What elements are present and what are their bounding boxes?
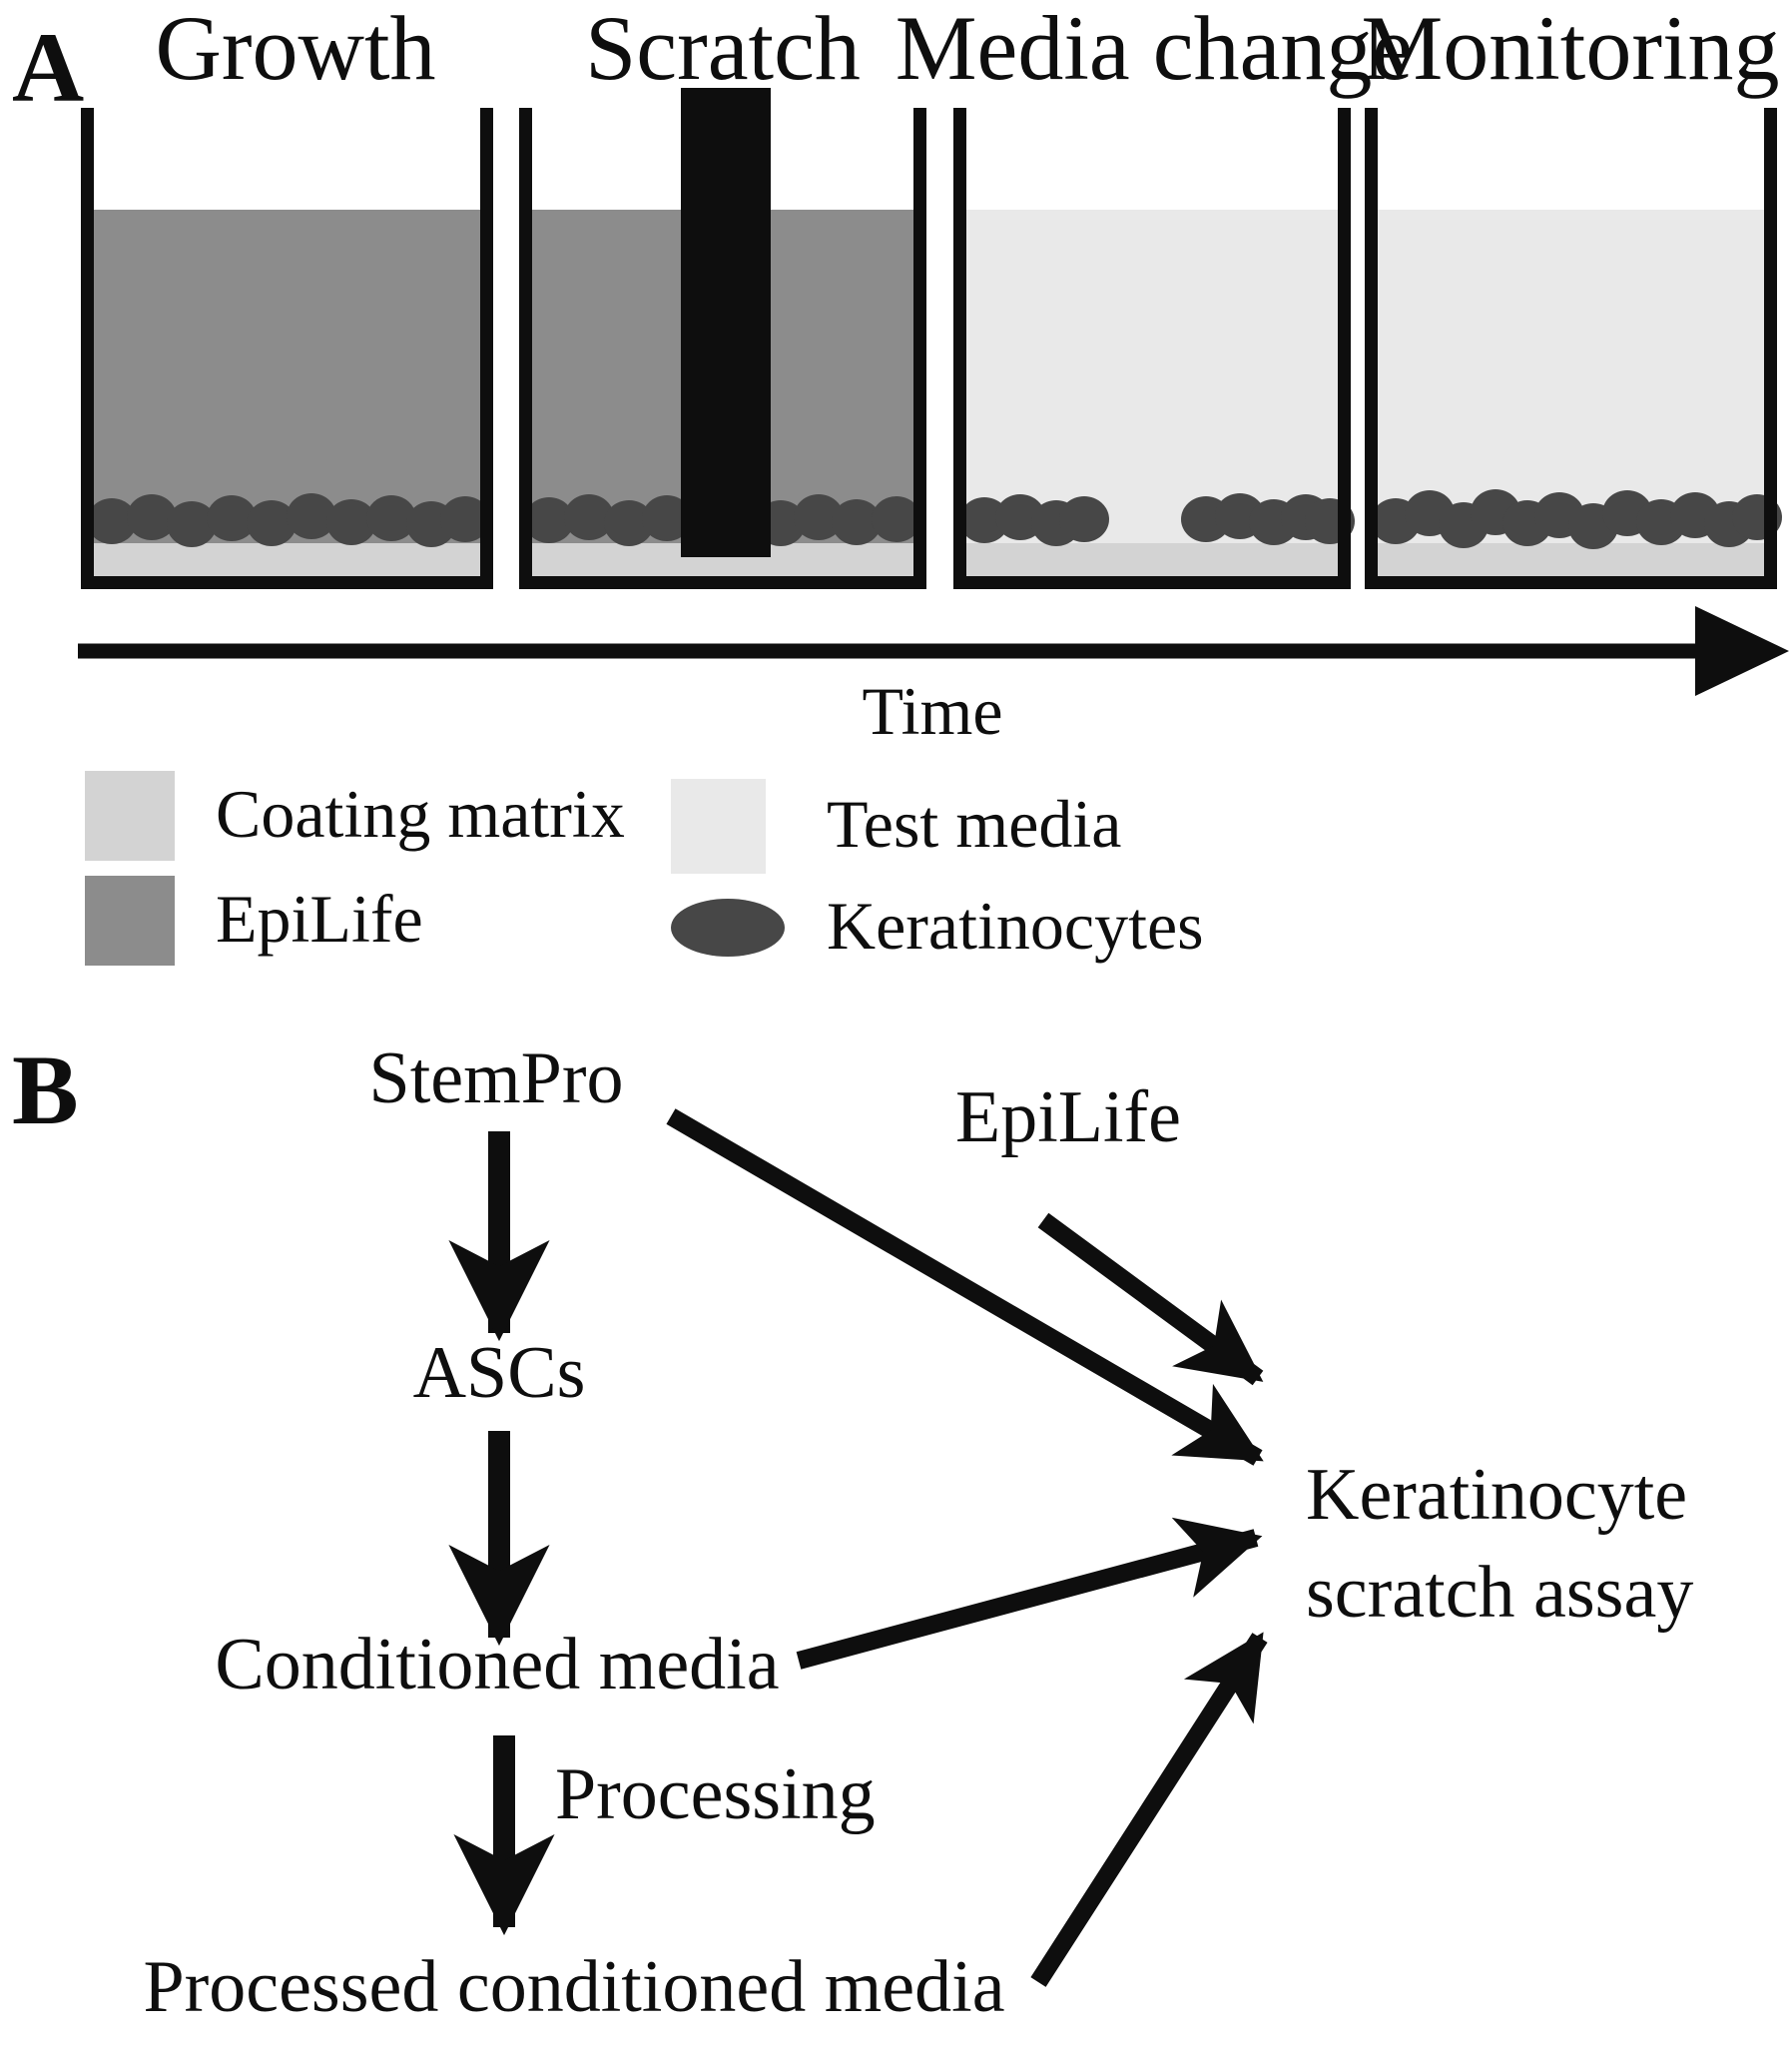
- well-bottom: [1365, 576, 1777, 589]
- time-arrow-icon: [78, 606, 1789, 696]
- stage-title-growth: Growth: [155, 0, 436, 99]
- well-monitoring: [1365, 108, 1782, 589]
- keratinocyte-cell-row: [1371, 489, 1782, 549]
- arrow-processed-media-to-assay: [1030, 1632, 1268, 1987]
- panel-b-label: B: [12, 1034, 79, 1145]
- well-wall-right: [1338, 108, 1351, 589]
- legend-label-test-media: Test media: [827, 786, 1122, 862]
- time-axis-label: Time: [862, 673, 1003, 749]
- node-epilife: EpiLife: [954, 1076, 1182, 1158]
- processing-step-label: Processing: [555, 1753, 876, 1835]
- stage-title-scratch: Scratch: [585, 0, 861, 99]
- well-bottom: [953, 576, 1351, 589]
- node-conditioned-media: Conditioned media: [215, 1624, 780, 1706]
- coating-matrix-swatch-icon: [85, 771, 175, 861]
- legend-label-coating-matrix: Coating matrix: [216, 776, 625, 852]
- scratch-tool-icon: [681, 88, 771, 557]
- node-keratinocyte-scratch-assay: Keratinocyte scratch assay: [1306, 1446, 1693, 1642]
- well-bottom: [519, 576, 926, 589]
- well-media-change: [953, 108, 1355, 589]
- node-stempro: StemPro: [368, 1037, 624, 1119]
- flow-arrows: [448, 1108, 1268, 1987]
- stage-title-media-change: Media change: [895, 0, 1414, 99]
- well-bottom: [81, 576, 493, 589]
- well-wall-right: [913, 108, 926, 589]
- keratinocyte-cell-row: [87, 493, 490, 547]
- stage-title-monitoring: Monitoring: [1361, 0, 1780, 99]
- well-wall-left: [1365, 108, 1378, 589]
- epilife-swatch-icon: [85, 876, 175, 966]
- keratinocyte-swatch-icon: [671, 899, 785, 957]
- legend-label-keratinocytes: Keratinocytes: [827, 888, 1204, 964]
- node-processed-conditioned-media: Processed conditioned media: [143, 1946, 1005, 2028]
- coating-matrix-layer: [966, 543, 1338, 576]
- test-media-swatch-icon: [671, 779, 766, 874]
- well-scratch: [519, 88, 926, 589]
- well-wall-left: [953, 108, 966, 589]
- arrow-epilife-to-assay: [1037, 1212, 1264, 1386]
- assay-label-line2: scratch assay: [1306, 1552, 1694, 1634]
- node-ascs: ASCs: [412, 1332, 586, 1414]
- coating-matrix-layer: [1378, 543, 1764, 576]
- arrow-stempro-to-assay: [666, 1108, 1264, 1466]
- coating-matrix-layer: [94, 543, 480, 576]
- panel-a-label: A: [12, 12, 85, 123]
- well-growth: [81, 108, 493, 589]
- assay-label-line1: Keratinocyte: [1306, 1454, 1688, 1536]
- arrow-conditioned-media-to-assay: [796, 1517, 1263, 1670]
- well-wall-right: [480, 108, 493, 589]
- legend-label-epilife: EpiLife: [216, 881, 423, 957]
- well-wall-right: [1764, 108, 1777, 589]
- well-wall-left: [519, 108, 532, 589]
- well-wall-left: [81, 108, 94, 589]
